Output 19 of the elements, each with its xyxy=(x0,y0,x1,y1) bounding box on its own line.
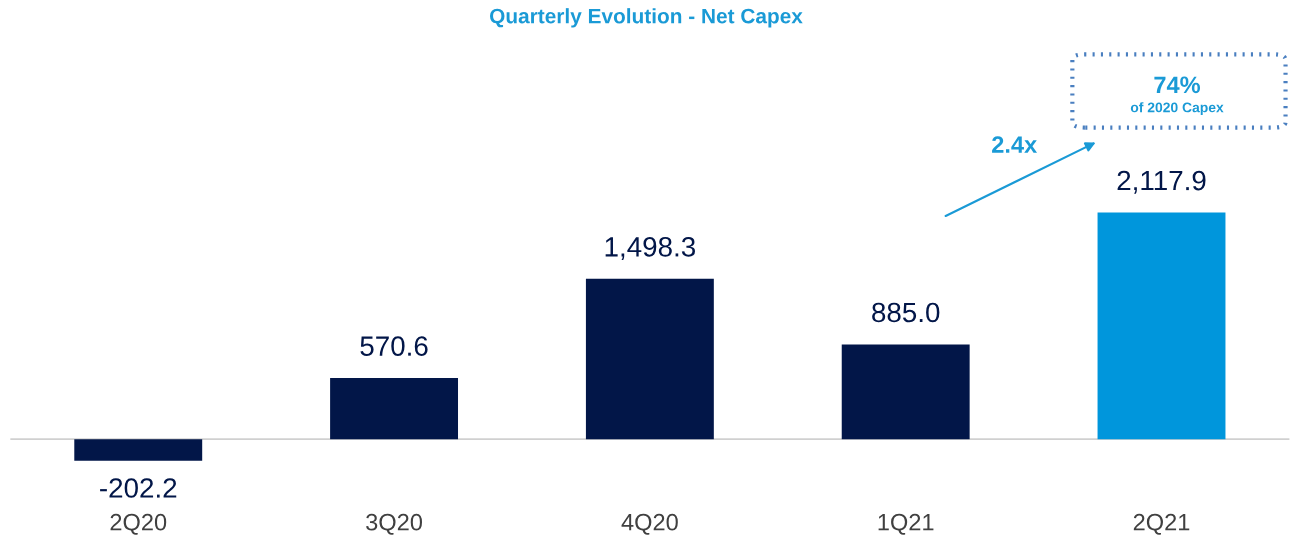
bar xyxy=(585,278,714,440)
data-label: 885.0 xyxy=(872,302,940,323)
text: of 2020 Capex xyxy=(1130,102,1224,116)
data-label: 570.6 xyxy=(360,336,428,356)
x-tick-label: 4Q20 xyxy=(621,513,678,535)
chart-title: Quarterly Evolution - Net Capex xyxy=(490,8,803,28)
bar xyxy=(74,439,203,461)
bar xyxy=(841,344,970,440)
text: 74% xyxy=(1154,76,1201,94)
x-tick-label: 2Q21 xyxy=(1133,513,1190,535)
bar xyxy=(1097,212,1226,440)
data-label: 2,117.9 xyxy=(1117,170,1206,194)
text: 2.4x xyxy=(992,136,1038,153)
data-label: 1,498.3 xyxy=(605,237,695,260)
x-tick-label: 3Q20 xyxy=(366,513,423,535)
bar xyxy=(330,378,459,440)
x-tick-label: 2Q20 xyxy=(110,513,167,535)
data-label: -202.2 xyxy=(100,478,177,498)
x-tick-label: 1Q21 xyxy=(878,513,934,535)
